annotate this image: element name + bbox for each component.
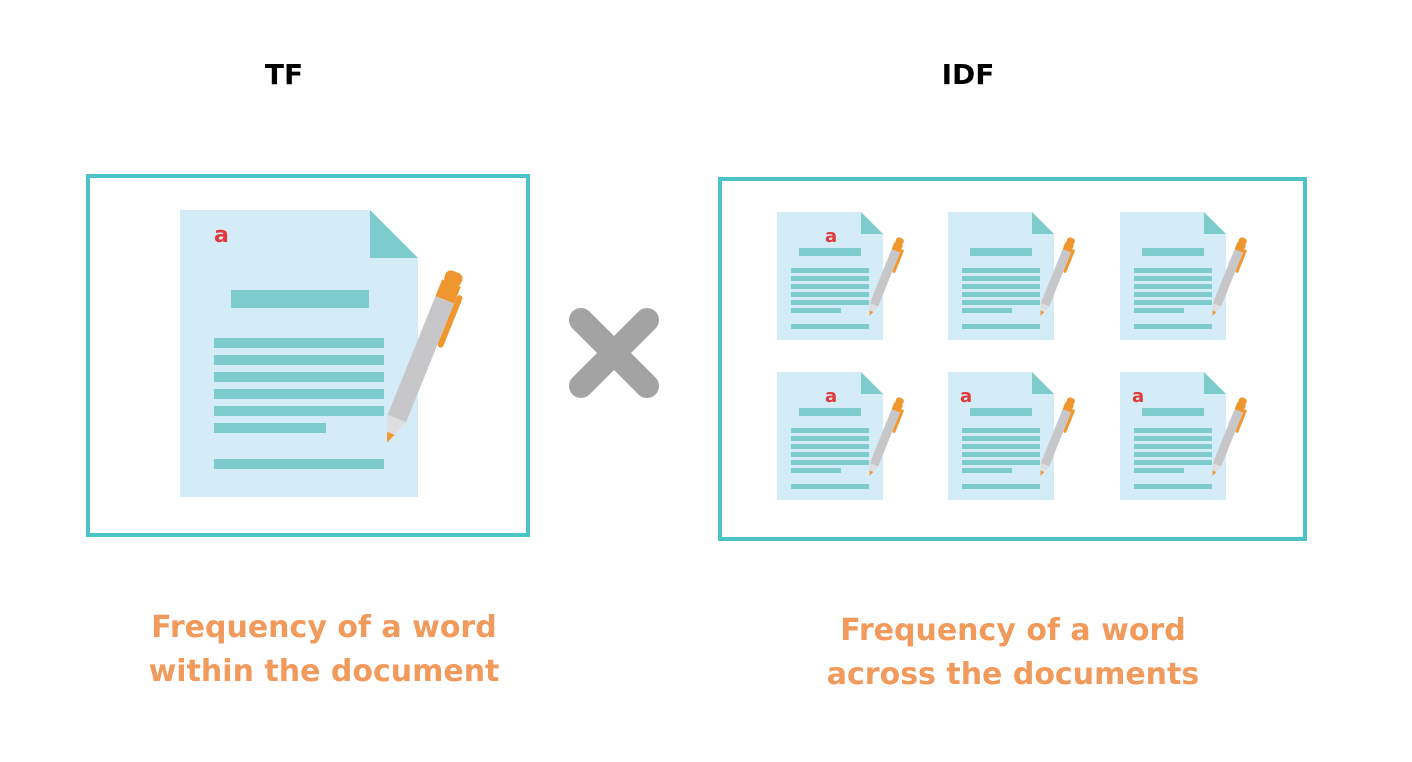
mini-document-4: a: [777, 372, 907, 502]
multiply-icon: [567, 306, 661, 400]
mini-document-letter: a: [1132, 386, 1144, 407]
pen-icon: [1212, 397, 1247, 476]
idf-caption-line-1: Frequency of a word: [840, 613, 1186, 648]
mini-document-letter: a: [825, 226, 837, 247]
mini-document-6: a: [1120, 372, 1250, 502]
tf-title: TF: [264, 58, 304, 91]
pen-icon: [1040, 397, 1075, 476]
mini-document-2: [948, 212, 1078, 342]
mini-document-3: [1120, 212, 1250, 342]
tf-caption-line-1: Frequency of a word: [151, 610, 497, 645]
mini-document-5: a: [948, 372, 1078, 502]
document-with-pen-icon: a: [180, 210, 470, 500]
pen-icon: [1212, 237, 1247, 316]
tf-caption-line-2: within the document: [148, 654, 500, 689]
idf-caption: Frequency of a word across the documents: [827, 609, 1199, 697]
pen-icon: [1040, 237, 1075, 316]
document-letter: a: [214, 223, 229, 248]
folded-corner: [370, 210, 418, 258]
pen-icon: [869, 237, 904, 316]
pen-icon: [869, 397, 904, 476]
mini-document-letter: a: [960, 386, 972, 407]
mini-document-1: a: [777, 212, 907, 342]
tf-caption: Frequency of a word within the document: [149, 606, 500, 694]
idf-caption-line-2: across the documents: [826, 657, 1200, 692]
pen-icon: [387, 270, 463, 443]
mini-document-letter: a: [825, 386, 837, 407]
idf-title: IDF: [941, 58, 995, 91]
